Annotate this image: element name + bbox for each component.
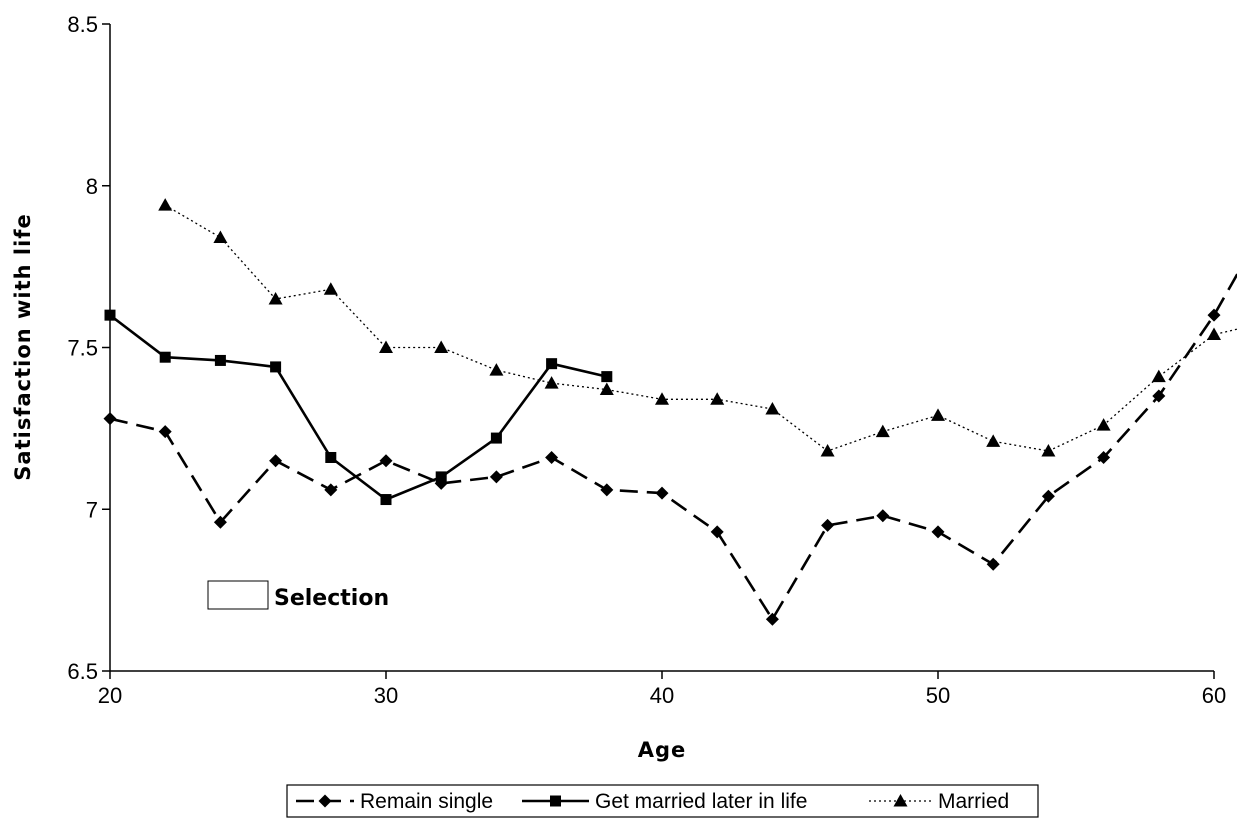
data-point-married xyxy=(765,401,780,415)
data-point-married xyxy=(875,424,890,438)
series-remain-single xyxy=(103,272,1237,626)
legend-marker-remain-single xyxy=(318,794,332,808)
data-point-remain-single xyxy=(489,470,503,484)
legend-marker-get-married-later-in-life xyxy=(550,795,561,807)
data-point-remain-single xyxy=(103,412,117,426)
data-point-remain-single xyxy=(324,483,338,497)
data-point-married xyxy=(213,230,228,244)
data-point-remain-single xyxy=(1041,489,1055,503)
legend-marker-married xyxy=(893,794,908,807)
legend-box xyxy=(286,784,1039,818)
data-point-married xyxy=(1041,444,1056,457)
data-point-remain-single xyxy=(158,425,172,439)
series-married xyxy=(158,198,1237,457)
y-axis-title: Satisfaction with life xyxy=(11,213,35,480)
x-tick-label: 60 xyxy=(1202,683,1226,708)
data-point-remain-single xyxy=(821,518,835,532)
data-point-get-married-later-in-life xyxy=(104,309,116,321)
data-point-married xyxy=(931,408,945,421)
y-tick-label: 6.5 xyxy=(67,659,98,684)
legend-label-married: Married xyxy=(938,790,1009,813)
data-point-remain-single xyxy=(213,515,227,529)
data-point-married xyxy=(599,382,614,396)
data-point-get-married-later-in-life xyxy=(270,361,282,373)
data-point-remain-single xyxy=(600,483,614,497)
data-point-get-married-later-in-life xyxy=(214,354,226,366)
legend-label-get-married-later-in-life: Get married later in life xyxy=(595,790,807,813)
data-point-remain-single xyxy=(986,557,1000,571)
x-tick-label: 30 xyxy=(374,683,398,708)
selection-annotation: Selection xyxy=(207,580,389,611)
axes: 6.5 7 7.5 8 8.5 20 30 40 50 60 xyxy=(67,12,1226,708)
data-point-married xyxy=(268,291,283,305)
data-point-get-married-later-in-life xyxy=(601,371,613,383)
data-point-remain-single xyxy=(710,525,724,539)
data-point-remain-single xyxy=(269,454,283,468)
data-point-married xyxy=(323,282,338,295)
series-line-remain-single xyxy=(109,272,1237,621)
y-tick-label: 7.5 xyxy=(67,336,98,361)
data-point-married xyxy=(1207,327,1221,341)
data-point-remain-single xyxy=(655,486,669,500)
data-point-remain-single xyxy=(931,525,945,539)
series-line-married xyxy=(164,204,1237,452)
data-point-married xyxy=(1151,369,1166,383)
y-ticks: 6.5 7 7.5 8 8.5 xyxy=(67,12,110,684)
legend-label-remain-single: Remain single xyxy=(360,790,493,813)
data-point-married xyxy=(820,444,835,457)
series-get-married-later-in-life xyxy=(104,309,613,506)
data-point-married xyxy=(489,363,504,376)
selection-label: Selection xyxy=(274,586,389,611)
data-point-get-married-later-in-life xyxy=(159,351,171,363)
x-tick-label: 20 xyxy=(98,683,122,708)
data-point-married xyxy=(544,376,559,389)
selection-box xyxy=(207,580,269,610)
data-point-remain-single xyxy=(765,612,779,626)
data-point-remain-single xyxy=(1207,308,1221,322)
legend: Remain single Get married later in life Ma… xyxy=(286,784,1039,818)
data-point-married xyxy=(986,434,1001,447)
x-tick-label: 50 xyxy=(926,683,950,708)
data-point-married xyxy=(655,392,669,405)
data-point-remain-single xyxy=(1152,389,1166,403)
data-point-remain-single xyxy=(545,450,559,464)
data-point-get-married-later-in-life xyxy=(380,494,392,506)
data-point-get-married-later-in-life xyxy=(490,432,502,444)
y-tick-label: 7 xyxy=(86,497,98,522)
data-point-get-married-later-in-life xyxy=(546,358,558,370)
x-ticks: 20 30 40 50 60 xyxy=(98,671,1226,708)
y-tick-label: 8 xyxy=(86,174,98,199)
data-point-remain-single xyxy=(379,454,393,468)
data-point-married xyxy=(434,340,449,353)
data-point-get-married-later-in-life xyxy=(325,451,337,463)
data-point-remain-single xyxy=(876,509,890,523)
x-tick-label: 40 xyxy=(650,683,674,708)
y-tick-label: 8.5 xyxy=(67,12,98,37)
data-point-married xyxy=(710,392,725,405)
data-point-get-married-later-in-life xyxy=(435,471,447,483)
x-axis-title: Age xyxy=(638,738,687,762)
data-point-remain-single xyxy=(1097,450,1111,464)
series-line-get-married-later-in-life xyxy=(109,314,608,501)
data-point-married xyxy=(158,198,173,211)
data-point-married xyxy=(1096,418,1111,431)
plot-area xyxy=(103,198,1237,626)
data-point-married xyxy=(379,340,393,353)
